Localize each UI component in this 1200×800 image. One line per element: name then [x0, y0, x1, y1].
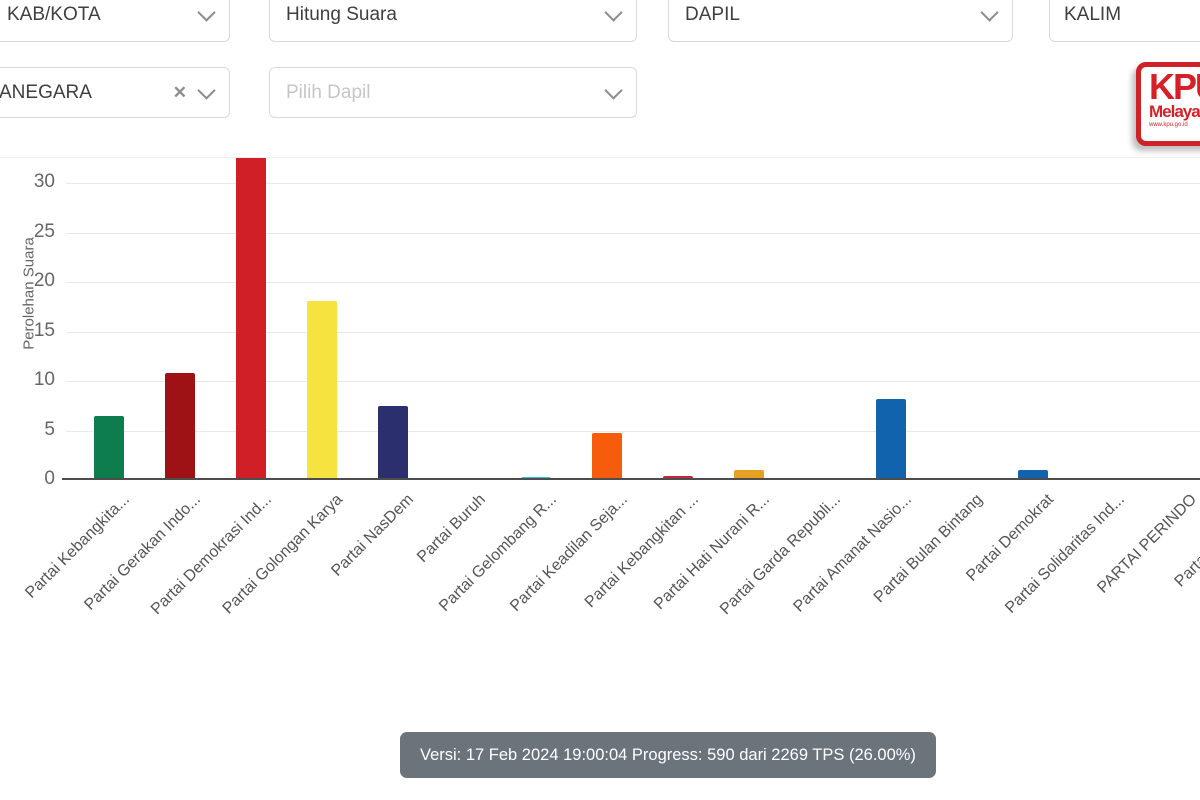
bar-partai-demokrat[interactable]: [1018, 470, 1049, 480]
bar-partai-golongan-karya[interactable]: [307, 301, 338, 480]
provinsi-dropdown-label: KALIM: [1064, 4, 1122, 25]
x-axis-line: [62, 478, 1200, 480]
kpu-logo-tagline: Melayani: [1149, 102, 1200, 121]
y-tick-label: 5: [44, 418, 55, 440]
kab-kota-dropdown[interactable]: KAB/KOTA: [0, 0, 230, 42]
bar-partai-hati-nurani-r-[interactable]: [733, 470, 764, 480]
chevron-down-icon: [604, 80, 623, 100]
y-tick-label: 20: [33, 270, 55, 291]
kabupaten-select-value: ANEGARA: [0, 81, 92, 103]
gridline: [66, 381, 1200, 382]
bar-partai-keadilan-seja-[interactable]: [591, 433, 622, 480]
pilih-dapil-dropdown[interactable]: Pilih Dapil: [269, 67, 637, 118]
provinsi-dropdown[interactable]: KALIM: [1049, 0, 1200, 42]
bar-partai-amanat-nasio-[interactable]: [876, 399, 907, 480]
perolehan-suara-chart: Perolehan Suara 0 5 10 15 20 25 30 Partai Keba…: [0, 155, 1200, 800]
gridline: [66, 282, 1200, 283]
bar-partai-gerakan-indo-[interactable]: [165, 373, 196, 480]
y-tick-label: 0: [44, 468, 55, 489]
status-badge: Versi: 17 Feb 2024 19:00:04 Progress: 59…: [400, 732, 936, 778]
bar-partai-demokrasi-ind-[interactable]: [236, 158, 267, 480]
gridline: [66, 183, 1200, 184]
hitung-suara-dropdown[interactable]: Hitung Suara: [269, 0, 637, 42]
dapil-dropdown[interactable]: DAPIL: [668, 0, 1013, 42]
y-tick-label: 30: [33, 171, 55, 192]
plot-area: [0, 157, 1200, 480]
kabupaten-select[interactable]: ANEGARA ✕: [0, 67, 230, 118]
chevron-down-icon: [980, 3, 999, 22]
bar-partai-kebangkita-[interactable]: [94, 416, 124, 480]
pilih-dapil-placeholder: Pilih Dapil: [286, 81, 371, 103]
y-tick-label: 10: [33, 369, 55, 390]
bar-partai-nasdem[interactable]: [378, 406, 409, 480]
chevron-down-icon: [604, 3, 623, 22]
kpu-logo-text: KPU: [1149, 66, 1200, 107]
gridline: [66, 430, 1200, 432]
hitung-suara-dropdown-label: Hitung Suara: [286, 4, 397, 25]
chevron-down-icon: [197, 3, 216, 22]
kpu-logo-url: www.kpu.go.id: [1149, 122, 1188, 128]
gridline: [66, 232, 1200, 234]
y-tick-label: 15: [33, 319, 55, 341]
dapil-dropdown-label: DAPIL: [685, 4, 740, 25]
gridline: [66, 331, 1200, 333]
kab-kota-dropdown-label: KAB/KOTA: [7, 4, 101, 25]
y-tick-label: 25: [33, 220, 55, 242]
clear-selection-icon[interactable]: ✕: [172, 82, 187, 102]
chevron-down-icon: [197, 80, 216, 100]
kpu-logo: KPU Melayani www.kpu.go.id: [1136, 62, 1200, 146]
